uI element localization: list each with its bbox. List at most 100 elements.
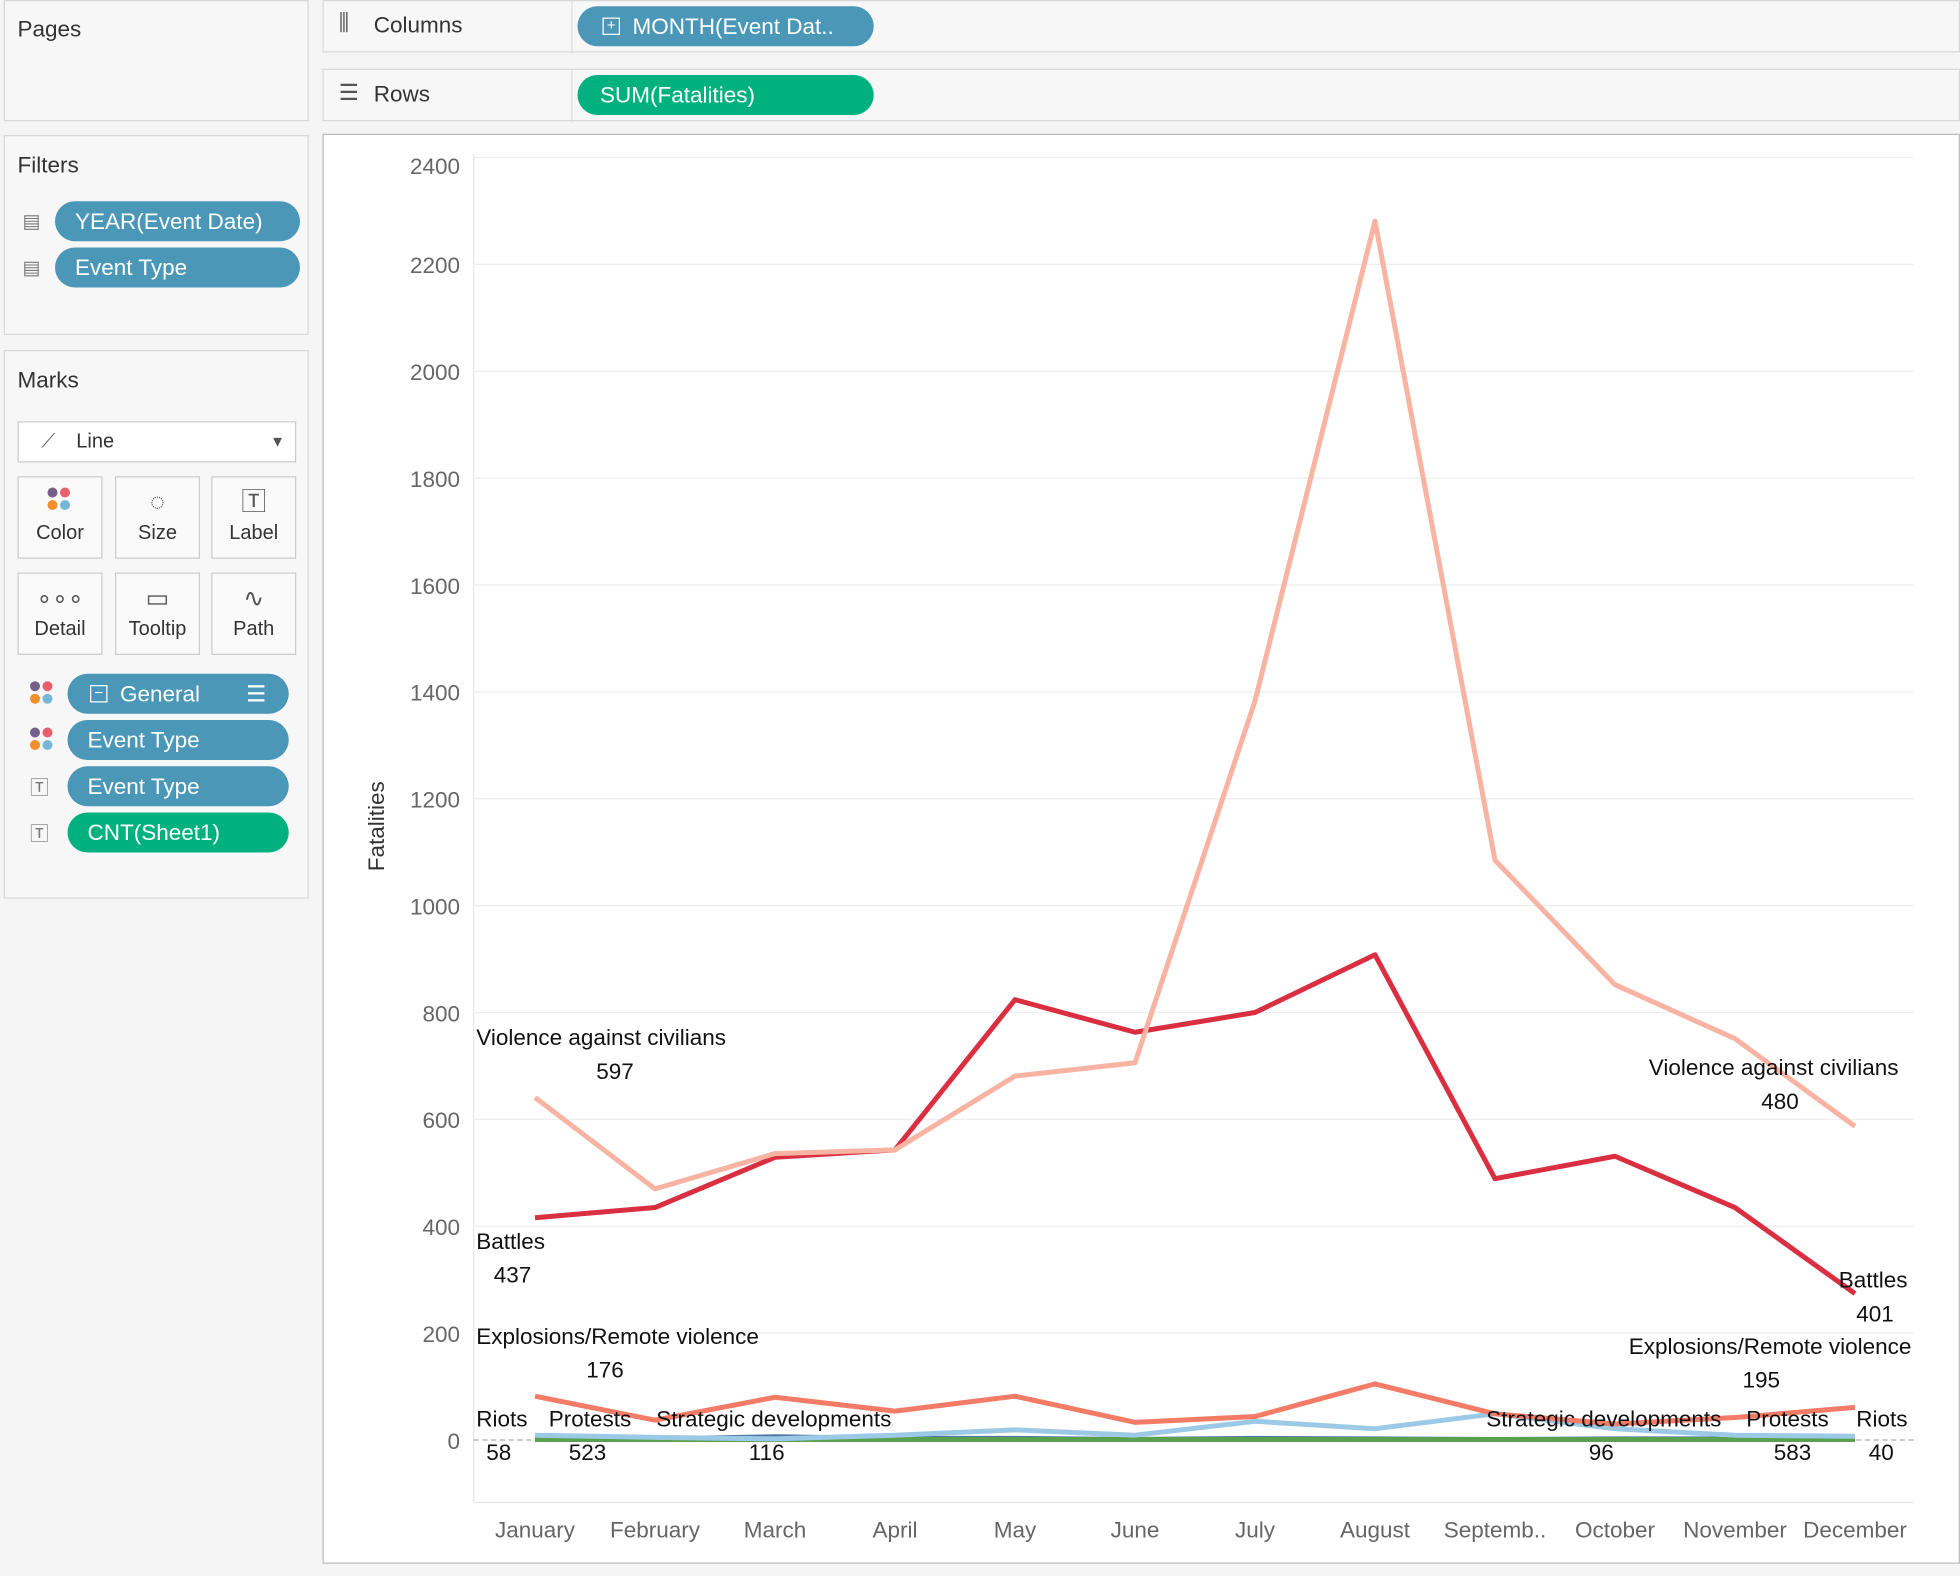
marks-field-event-type-label[interactable]: Event Type — [67, 766, 289, 807]
y-tick-label: 2000 — [410, 360, 460, 385]
x-tick-label: December — [1803, 1518, 1907, 1543]
filter-pill-year[interactable]: YEAR(Event Date) — [55, 201, 300, 242]
x-tick-label: April — [872, 1518, 917, 1543]
y-tick-label: 400 — [422, 1215, 460, 1240]
series-line-explosions-remote-violence[interactable] — [534, 1381, 1856, 1427]
mark-label-name: Protests — [1746, 1406, 1829, 1432]
y-axis-title: Fatalities — [364, 781, 389, 871]
tooltip-button[interactable]: ▭ Tooltip — [115, 572, 200, 655]
y-tick-label: 1800 — [410, 467, 460, 492]
color-dots-icon — [30, 679, 55, 709]
columns-shelf: ⫼ Columns + MONTH(Event Dat.. — [322, 0, 1960, 54]
mark-type-value: Line — [76, 431, 115, 453]
x-tick-label: June — [1111, 1518, 1160, 1543]
x-tick-label: July — [1235, 1518, 1276, 1543]
y-tick-label: 200 — [422, 1322, 460, 1347]
y-tick-label: 2200 — [410, 253, 460, 278]
mark-label-value: 58 — [486, 1440, 512, 1465]
x-tick-label: January — [495, 1518, 576, 1543]
chart-svg: Fatalities 0 200 400 600 800 1000 1200 1400 1600… — [364, 153, 1914, 1543]
collapse-icon: − — [90, 685, 108, 703]
x-tick-label: February — [610, 1518, 701, 1543]
mark-label-value: 116 — [748, 1440, 785, 1465]
mark-label-value: 195 — [1742, 1367, 1781, 1393]
mark-label-name: Riots — [1856, 1406, 1908, 1432]
pages-card: Pages — [3, 0, 309, 122]
mark-label-name: Violence against civilians — [1648, 1055, 1899, 1080]
columns-label: Columns — [373, 12, 463, 38]
mark-label-name: Violence against civilians — [476, 1025, 726, 1050]
y-tick-label: 600 — [422, 1108, 460, 1133]
line-icon: ⟋ — [41, 431, 56, 453]
rows-label: Rows — [373, 81, 431, 107]
expand-icon: + — [602, 17, 620, 35]
series-line-violence-against-civilians[interactable] — [533, 218, 1857, 1192]
label-icon: 🅃 — [30, 777, 49, 799]
label-button[interactable]: 🅃 Label — [211, 476, 297, 559]
x-tick-label: May — [994, 1518, 1037, 1543]
label-icon: 🅃 — [241, 488, 267, 517]
series-line-protests[interactable] — [534, 1411, 1856, 1442]
rows-shelf: ☰ Rows SUM(Fatalities) — [322, 68, 1960, 123]
filter-pill-event-type[interactable]: Event Type — [55, 247, 300, 288]
mark-label-name: Protests — [548, 1406, 632, 1432]
pages-title: Pages — [17, 16, 82, 42]
y-tick-label: 1400 — [410, 681, 460, 706]
x-tick-label: November — [1683, 1518, 1787, 1543]
marks-field-general[interactable]: − General ☰ — [67, 673, 289, 714]
mark-label-value: 480 — [1761, 1088, 1799, 1114]
mark-label-name: Explosions/Remote violence — [1628, 1333, 1912, 1359]
color-dots-icon — [19, 478, 102, 523]
x-tick-label: August — [1340, 1518, 1411, 1543]
mark-label-name: Strategic developments — [656, 1406, 892, 1432]
mark-label-value: 437 — [493, 1262, 532, 1288]
detail-icon: ∘∘∘ — [36, 585, 84, 613]
mark-label-name: Riots — [476, 1406, 528, 1432]
mark-label-value: 40 — [1868, 1440, 1894, 1465]
mark-label-value: 401 — [1856, 1301, 1894, 1327]
columns-icon: ⫼ — [338, 10, 349, 35]
label-icon: 🅃 — [30, 823, 49, 845]
marks-title: Marks — [17, 367, 79, 393]
mark-label-name: Explosions/Remote violence — [476, 1323, 759, 1349]
filter-icon: ▤ — [22, 257, 41, 279]
marks-field-event-type-color[interactable]: Event Type — [67, 720, 289, 760]
mark-label-name: Battles — [1838, 1267, 1908, 1293]
mark-label-value: 523 — [568, 1440, 607, 1465]
marks-field-cnt[interactable]: CNT(Sheet1) — [67, 812, 289, 853]
y-tick-label: 1200 — [410, 788, 460, 813]
path-icon: ∿ — [243, 585, 265, 613]
rows-pill[interactable]: SUM(Fatalities) — [577, 75, 874, 115]
chevron-down-icon: ▼ — [270, 432, 285, 451]
x-tick-label: Septemb.. — [1444, 1518, 1547, 1543]
mark-label-name: Battles — [476, 1228, 546, 1254]
filters-card: Filters ▤ YEAR(Event Date) ▤ Event Type — [3, 135, 309, 335]
y-tick-label: 0 — [447, 1429, 460, 1454]
y-tick-label: 2400 — [410, 154, 460, 179]
rows-icon: ☰ — [338, 80, 359, 105]
columns-pill[interactable]: + MONTH(Event Dat.. — [577, 6, 874, 47]
detail-button[interactable]: ∘∘∘ Detail — [17, 572, 103, 655]
series-line-battles[interactable] — [534, 952, 1857, 1296]
mark-type-dropdown[interactable]: ⟋ Line ▼ — [17, 421, 297, 463]
y-tick-label: 800 — [422, 1001, 460, 1026]
size-icon: ◌ — [150, 488, 165, 517]
color-button[interactable]: Color — [17, 476, 103, 559]
mark-label-value: 597 — [596, 1058, 634, 1084]
tooltip-icon: ▭ — [145, 585, 170, 613]
color-dots-icon — [30, 725, 55, 755]
filter-icon: ▤ — [22, 211, 41, 233]
y-tick-label: 1600 — [410, 574, 460, 599]
mark-label-name: Strategic developments — [1486, 1406, 1722, 1432]
x-tick-label: October — [1575, 1518, 1656, 1543]
size-button[interactable]: ◌ Size — [115, 476, 200, 559]
y-tick-label: 1000 — [410, 894, 460, 919]
path-button[interactable]: ∿ Path — [211, 572, 297, 655]
mark-label-value: 176 — [586, 1357, 624, 1383]
marks-card: Marks ⟋ Line ▼ Color ◌ Size 🅃 Label ∘∘∘ Det… — [3, 350, 309, 899]
sort-icon: ☰ — [246, 681, 267, 707]
x-tick-label: March — [744, 1518, 807, 1543]
mark-label-value: 96 — [1588, 1440, 1614, 1465]
line-chart: Fatalities 0 200 400 600 800 1000 1200 1400 1600… — [322, 133, 1960, 1564]
